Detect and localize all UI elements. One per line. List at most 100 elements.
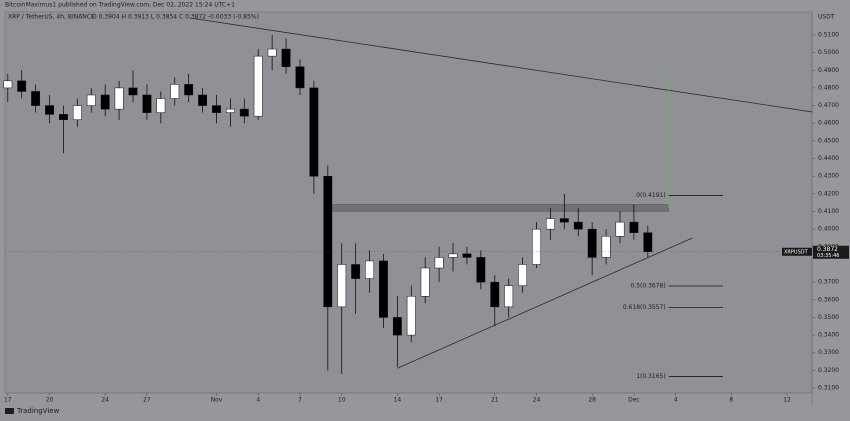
y-tick-label: 0.3400 xyxy=(818,332,839,339)
axis-unit: USDT xyxy=(818,14,835,21)
x-tick-label: 10 xyxy=(338,397,346,404)
last-price-label: 0.3872 xyxy=(817,246,838,253)
trendline xyxy=(397,237,693,369)
y-tick-label: 0.4900 xyxy=(818,67,839,74)
candle-body xyxy=(59,114,68,120)
y-tick-label: 0.5100 xyxy=(818,31,839,38)
candle-body xyxy=(490,281,500,308)
publisher: BitcoinMaximus1 published on TradingView… xyxy=(5,2,235,9)
candle-body xyxy=(86,94,96,106)
x-tick-label: 27 xyxy=(143,397,151,404)
fib-label: 0.618(0.3557) xyxy=(623,304,666,311)
candle-body xyxy=(281,48,291,67)
candle-body xyxy=(337,264,347,308)
resistance-zone xyxy=(327,204,669,212)
y-tick-label: 0.3300 xyxy=(818,349,839,356)
logo-icon xyxy=(5,408,14,414)
candle-body xyxy=(45,105,54,115)
candle-body xyxy=(31,91,41,106)
candle-body xyxy=(643,232,653,253)
candle-body xyxy=(351,264,361,279)
candle-body xyxy=(225,108,235,113)
candle-body xyxy=(170,84,180,99)
candle-body xyxy=(267,48,277,57)
candle-body xyxy=(365,260,374,279)
logo: TradingView xyxy=(16,407,60,415)
fib-label: 1(0.3165) xyxy=(636,373,666,380)
countdown: 03:35:46 xyxy=(817,253,839,259)
candle-body xyxy=(323,175,333,308)
y-tick-label: 0.4300 xyxy=(818,173,839,180)
candle-body xyxy=(476,257,486,283)
y-tick-label: 0.4100 xyxy=(818,208,839,215)
x-tick-label: 24 xyxy=(533,397,541,404)
y-tick-label: 0.4800 xyxy=(818,84,839,91)
plot-area xyxy=(4,11,813,394)
x-tick-label: 4 xyxy=(674,397,678,404)
x-tick-label: Dec xyxy=(628,397,640,404)
candle-body xyxy=(420,267,430,297)
candle-body xyxy=(128,87,138,96)
candle-body xyxy=(406,295,416,336)
candle-body xyxy=(100,94,110,110)
candle-body xyxy=(504,285,514,308)
candle-body xyxy=(17,80,27,92)
y-tick-label: 0.4000 xyxy=(818,226,839,233)
candle-body xyxy=(532,228,541,265)
x-tick-label: 21 xyxy=(491,397,499,404)
candle-body xyxy=(309,87,319,177)
x-tick-label: 8 xyxy=(729,397,733,404)
y-tick-label: 0.3100 xyxy=(818,385,839,392)
symbol-label: XRPUSDT xyxy=(784,249,809,255)
candle-body xyxy=(545,218,555,230)
x-tick-label: 28 xyxy=(588,397,596,404)
y-tick-label: 0.3700 xyxy=(818,279,839,286)
x-tick-label: 17 xyxy=(4,397,12,404)
candle-body xyxy=(462,253,472,258)
x-tick-label: 12 xyxy=(783,397,791,404)
x-tick-label: 24 xyxy=(101,397,109,404)
candle-body xyxy=(629,221,639,233)
symbol-box xyxy=(782,247,812,256)
y-tick-label: 0.4700 xyxy=(818,102,839,109)
y-tick-label: 0.4400 xyxy=(818,155,839,162)
candle-body xyxy=(448,253,458,258)
candle-body xyxy=(518,264,528,286)
candle-body xyxy=(587,228,597,258)
x-tick-label: 14 xyxy=(394,397,402,404)
candle-body xyxy=(239,108,249,117)
candle-body xyxy=(253,55,263,117)
symbol: XRP / TetherUS, 4h, BINANCE xyxy=(8,14,95,21)
last-price-box xyxy=(813,245,849,259)
candle-body xyxy=(198,94,207,106)
candle-body xyxy=(434,257,444,269)
candle-body xyxy=(114,87,124,110)
candle-body xyxy=(615,221,625,237)
y-tick-label: 0.4600 xyxy=(818,120,839,127)
candle-body xyxy=(72,105,82,120)
x-tick-label: Nov xyxy=(211,397,223,404)
y-tick-label: 0.3200 xyxy=(818,367,839,374)
ohlc: O 0.3904 H 0.3913 L 0.3854 C 0.3872 -0.0… xyxy=(92,14,259,21)
x-tick-label: 20 xyxy=(46,397,54,404)
candle-body xyxy=(379,260,388,318)
fib-label: 0.5(0.3678) xyxy=(630,283,665,290)
y-tick-label: 0.4200 xyxy=(818,190,839,197)
candle-body xyxy=(3,80,13,89)
candle-body xyxy=(295,66,305,89)
x-tick-label: 4 xyxy=(256,397,260,404)
candle-body xyxy=(573,221,583,230)
trendline xyxy=(189,17,813,113)
y-tick-label: 0.5000 xyxy=(818,49,839,56)
x-tick-label: 17 xyxy=(435,397,443,404)
candle-body xyxy=(212,105,221,113)
y-tick-label: 0.3600 xyxy=(818,296,839,303)
fib-label: 0(0.4191) xyxy=(636,192,666,199)
candle-body xyxy=(392,317,402,336)
candle-body xyxy=(142,94,152,113)
y-tick-label: 0.3500 xyxy=(818,314,839,321)
candle-body xyxy=(601,235,611,258)
x-tick-label: 7 xyxy=(298,397,302,404)
